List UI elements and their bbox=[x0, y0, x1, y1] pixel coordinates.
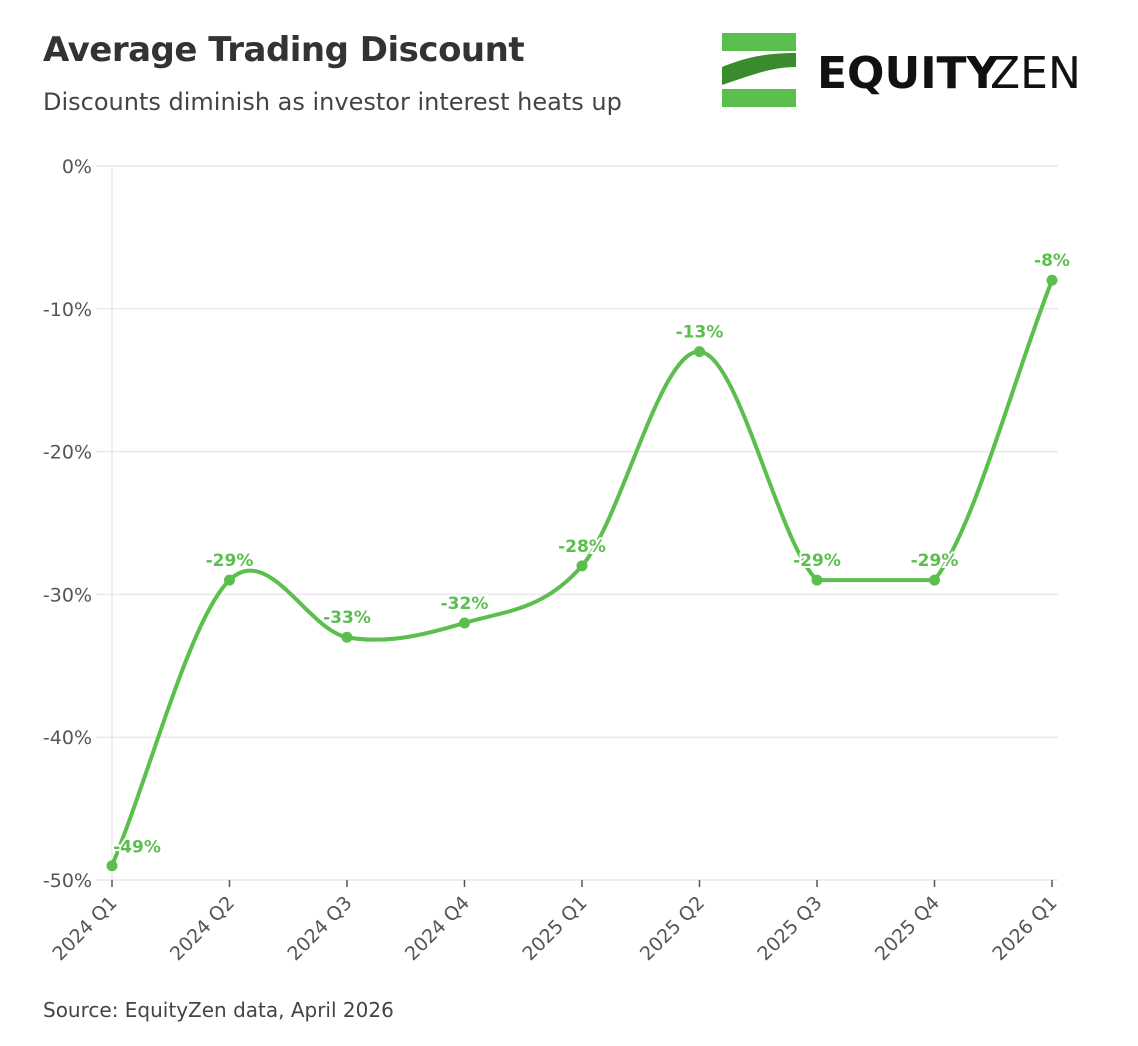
chart-subtitle: Discounts diminish as investor interest … bbox=[43, 88, 622, 116]
x-tick-label: 2025 Q2 bbox=[636, 892, 709, 965]
data-points bbox=[106, 274, 1058, 872]
x-tick-label: 2026 Q1 bbox=[988, 892, 1061, 965]
y-tick-label: -40% bbox=[43, 727, 92, 749]
data-point bbox=[576, 560, 588, 572]
chart-title: Average Trading Discount bbox=[43, 30, 525, 70]
y-tick-label: -30% bbox=[43, 584, 92, 606]
data-point bbox=[1046, 274, 1058, 286]
axes: 0% -10% -20% -30% -40% -50%2024 Q1 2024 Q2 2024… bbox=[43, 156, 1062, 965]
x-tick-label: 2024 Q1 bbox=[48, 892, 121, 965]
x-tick-label: 2024 Q2 bbox=[166, 892, 239, 965]
y-tick-label: -10% bbox=[43, 299, 92, 321]
data-point bbox=[224, 574, 235, 586]
grid-lines bbox=[96, 165, 1058, 881]
x-tick-label: 2024 Q3 bbox=[283, 892, 356, 965]
data-point bbox=[811, 574, 823, 586]
data-label: -8% bbox=[1034, 251, 1070, 271]
logo-text-bold: EQUITY bbox=[817, 48, 1000, 99]
data-label: -28% bbox=[558, 537, 606, 557]
y-tick-label: -20% bbox=[43, 442, 92, 464]
data-labels: -49% -29% -33% -32% -28% -13% -29% -29% -8% bbox=[111, 249, 1072, 859]
data-label: -13% bbox=[676, 323, 724, 343]
y-tick-label: 0% bbox=[62, 156, 92, 178]
data-label: -29% bbox=[911, 551, 959, 571]
data-point bbox=[459, 617, 470, 629]
x-tick-label: 2025 Q1 bbox=[518, 892, 591, 965]
x-tick-label: 2024 Q4 bbox=[401, 892, 474, 965]
x-tick-label: 2025 Q3 bbox=[753, 892, 826, 965]
series-path bbox=[110, 278, 1054, 868]
data-point bbox=[929, 574, 940, 586]
data-point bbox=[106, 860, 118, 872]
series-line bbox=[110, 278, 1054, 868]
data-label: -29% bbox=[793, 551, 841, 571]
equityzen-logo: EQUITY ZEN bbox=[722, 33, 1082, 114]
data-point bbox=[694, 346, 705, 358]
x-tick-label: 2025 Q4 bbox=[871, 892, 944, 965]
source-note: Source: EquityZen data, April 2026 bbox=[43, 998, 394, 1022]
logo-text-light: ZEN bbox=[990, 48, 1081, 99]
data-label: -29% bbox=[206, 551, 254, 571]
data-label: -32% bbox=[441, 594, 489, 614]
data-label: -33% bbox=[323, 608, 371, 628]
data-point bbox=[341, 631, 353, 643]
equityzen-stripes-icon: EQUITY ZEN bbox=[722, 33, 1081, 107]
data-label: -49% bbox=[113, 838, 161, 858]
y-tick-label: -50% bbox=[43, 870, 92, 892]
